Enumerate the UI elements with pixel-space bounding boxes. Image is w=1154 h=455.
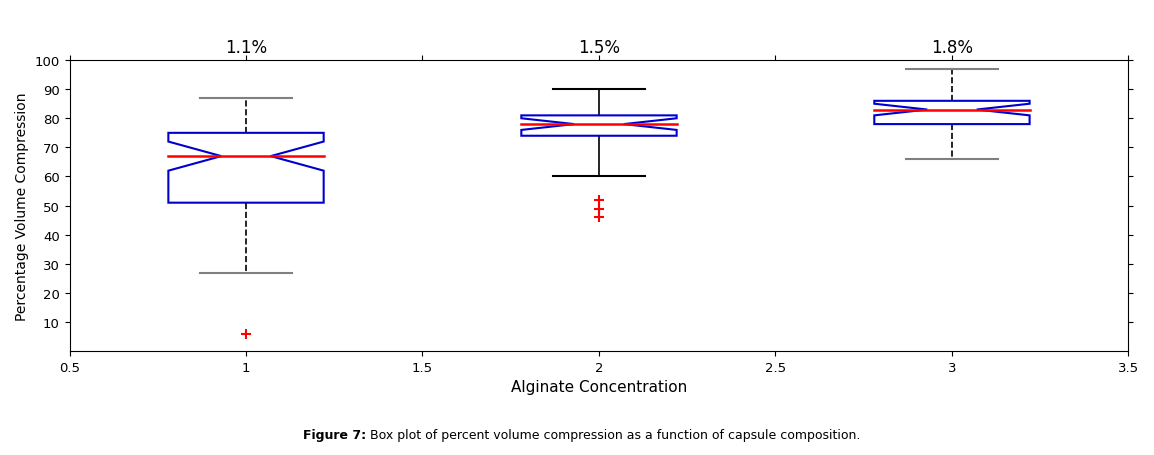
X-axis label: Alginate Concentration: Alginate Concentration — [511, 379, 687, 394]
Text: Box plot of percent volume compression as a function of capsule composition.: Box plot of percent volume compression a… — [366, 428, 860, 441]
Text: 1.5%: 1.5% — [578, 39, 620, 56]
Text: Figure 7:: Figure 7: — [302, 428, 366, 441]
Y-axis label: Percentage Volume Compression: Percentage Volume Compression — [15, 92, 29, 320]
Text: 1.1%: 1.1% — [225, 39, 267, 56]
Text: 1.8%: 1.8% — [931, 39, 973, 56]
